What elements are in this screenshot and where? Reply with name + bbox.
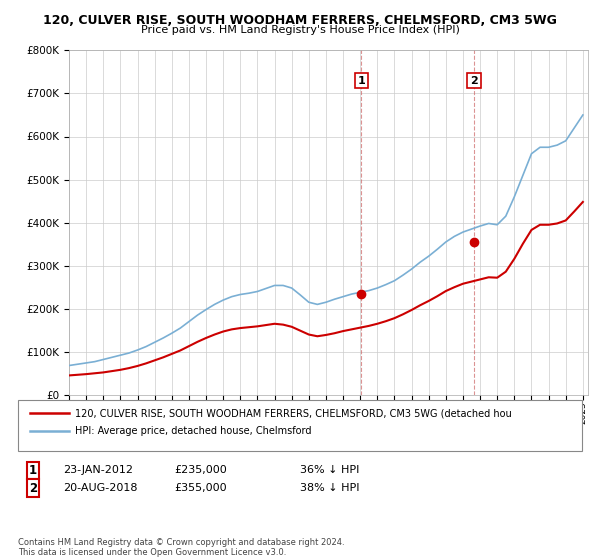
Text: Price paid vs. HM Land Registry's House Price Index (HPI): Price paid vs. HM Land Registry's House … [140, 25, 460, 35]
Text: 36% ↓ HPI: 36% ↓ HPI [300, 465, 359, 475]
Text: £355,000: £355,000 [174, 483, 227, 493]
Text: 1: 1 [29, 464, 37, 477]
Text: Contains HM Land Registry data © Crown copyright and database right 2024.
This d: Contains HM Land Registry data © Crown c… [18, 538, 344, 557]
Text: 38% ↓ HPI: 38% ↓ HPI [300, 483, 359, 493]
Text: 20-AUG-2018: 20-AUG-2018 [63, 483, 137, 493]
Text: £235,000: £235,000 [174, 465, 227, 475]
Text: 120, CULVER RISE, SOUTH WOODHAM FERRERS, CHELMSFORD, CM3 5WG (detached hou: 120, CULVER RISE, SOUTH WOODHAM FERRERS,… [75, 408, 512, 418]
Text: 120, CULVER RISE, SOUTH WOODHAM FERRERS, CHELMSFORD, CM3 5WG: 120, CULVER RISE, SOUTH WOODHAM FERRERS,… [43, 14, 557, 27]
Text: 2: 2 [29, 482, 37, 495]
Text: 23-JAN-2012: 23-JAN-2012 [63, 465, 133, 475]
Text: 2: 2 [470, 76, 478, 86]
Text: 1: 1 [358, 76, 365, 86]
Text: HPI: Average price, detached house, Chelmsford: HPI: Average price, detached house, Chel… [75, 426, 311, 436]
